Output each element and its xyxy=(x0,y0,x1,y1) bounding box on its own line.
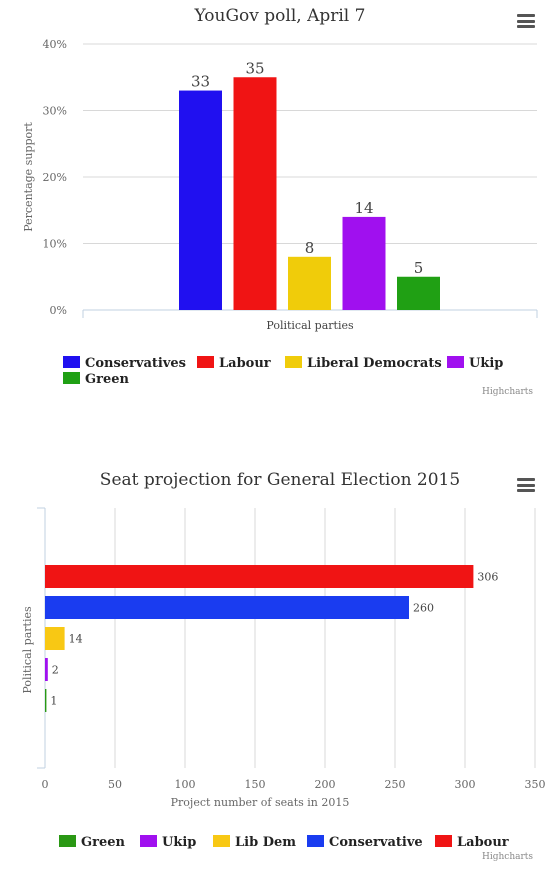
data-label: 2 xyxy=(52,664,59,677)
bar xyxy=(45,689,47,712)
legend-label: Conservative xyxy=(329,835,423,850)
credits[interactable]: Highcharts xyxy=(482,387,534,397)
y-tick-label: 30% xyxy=(43,105,67,118)
x-tick-label: 50 xyxy=(108,778,122,791)
x-tick-label: 250 xyxy=(385,778,406,791)
x-tick-label: 150 xyxy=(245,778,266,791)
legend-swatch xyxy=(213,835,230,847)
legend-swatch xyxy=(197,356,214,368)
legend-item[interactable]: Labour xyxy=(197,356,271,371)
data-label: 306 xyxy=(477,571,498,584)
legend-swatch xyxy=(307,835,324,847)
legend-label: Lib Dem xyxy=(235,835,296,850)
legend-swatch xyxy=(285,356,302,368)
legend-item[interactable]: Green xyxy=(63,372,129,387)
data-label: 1 xyxy=(50,695,57,708)
x-tick-label: 100 xyxy=(175,778,196,791)
y-axis-title: Political parties xyxy=(21,606,34,694)
bar xyxy=(342,216,386,310)
chart-title: Seat projection for General Election 201… xyxy=(99,470,461,490)
y-tick-label: 10% xyxy=(43,238,67,251)
legend-item[interactable]: Ukip xyxy=(447,356,503,371)
x-tick-label: 300 xyxy=(455,778,476,791)
legend-item[interactable]: Ukip xyxy=(140,835,196,850)
legend-label: Ukip xyxy=(469,356,504,371)
bar xyxy=(288,256,331,310)
bar xyxy=(397,276,440,310)
data-label: 5 xyxy=(414,259,424,277)
chart-menu-icon[interactable] xyxy=(517,478,535,492)
legend-label: Green xyxy=(81,835,125,850)
credits[interactable]: Highcharts xyxy=(482,852,534,862)
legend-swatch xyxy=(140,835,157,847)
bar xyxy=(45,658,48,681)
y-tick-label: 40% xyxy=(43,38,67,51)
chart-menu-icon[interactable] xyxy=(517,14,535,28)
poll-chart: YouGov poll, April 7 0% 10% 20% 30% 40% 33 35 8… xyxy=(0,0,560,410)
data-label: 14 xyxy=(354,199,373,217)
legend-label: Green xyxy=(85,372,129,387)
data-label: 260 xyxy=(413,602,434,615)
legend-item[interactable]: Lib Dem xyxy=(213,835,296,850)
bar xyxy=(45,596,409,619)
seat-plot: 0 50 100 150 200 250 300 350 306 260 14 2 1 Project n… xyxy=(21,507,546,809)
y-tick-label: 0% xyxy=(50,304,67,317)
legend-swatch xyxy=(447,356,464,368)
legend-swatch xyxy=(435,835,452,847)
legend-item[interactable]: Green xyxy=(59,835,125,850)
legend-label: Labour xyxy=(219,356,271,371)
data-label: 33 xyxy=(191,73,210,91)
legend-swatch xyxy=(63,372,80,384)
bar xyxy=(233,77,277,310)
legend-item[interactable]: Conservative xyxy=(307,835,423,850)
legend-item[interactable]: Conservatives xyxy=(63,356,186,371)
x-tick-label: 200 xyxy=(315,778,336,791)
legend-label: Conservatives xyxy=(85,356,186,371)
x-tick-label: 350 xyxy=(525,778,546,791)
legend-label: Liberal Democrats xyxy=(307,356,442,371)
bar xyxy=(45,627,65,650)
poll-plot: 0% 10% 20% 30% 40% 33 35 8 14 5 Political parties P… xyxy=(22,38,538,332)
legend-item[interactable]: Labour xyxy=(435,835,509,850)
x-axis-title: Political parties xyxy=(266,319,354,332)
bar xyxy=(45,565,474,588)
legend-label: Labour xyxy=(457,835,509,850)
legend-swatch xyxy=(59,835,76,847)
data-label: 14 xyxy=(69,633,83,646)
data-label: 35 xyxy=(245,59,264,77)
seat-chart: Seat projection for General Election 201… xyxy=(0,460,560,870)
x-axis-title: Project number of seats in 2015 xyxy=(171,796,350,809)
legend-swatch xyxy=(63,356,80,368)
data-label: 8 xyxy=(305,239,315,257)
legend-item[interactable]: Liberal Democrats xyxy=(285,356,442,371)
x-tick-label: 0 xyxy=(42,778,49,791)
y-axis-title: Percentage support xyxy=(22,122,35,232)
chart-title: YouGov poll, April 7 xyxy=(194,6,366,26)
legend-label: Ukip xyxy=(162,835,197,850)
y-tick-label: 20% xyxy=(43,171,67,184)
bar xyxy=(179,90,222,310)
